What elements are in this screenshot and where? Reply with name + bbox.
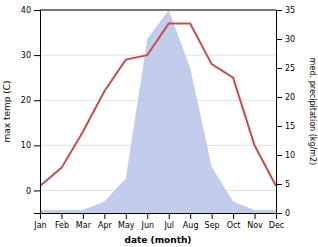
tick-mark <box>104 213 105 219</box>
tick-mark <box>169 213 170 219</box>
tick-label: 30 <box>21 51 31 60</box>
tick-mark <box>276 155 282 156</box>
tick-label: Apr <box>98 221 113 230</box>
tick-label: 20 <box>285 93 295 102</box>
tick-label: Nov <box>247 221 263 230</box>
tick: 0 <box>276 209 290 218</box>
tick-mark <box>276 213 282 214</box>
tick-mark <box>276 10 282 11</box>
tick-label: Dec <box>269 221 284 230</box>
tick: Sep <box>205 213 220 230</box>
tick-mark <box>276 68 282 69</box>
tick-label: 10 <box>21 141 31 150</box>
tick: 0 <box>26 187 40 196</box>
tick-label: 35 <box>285 6 295 15</box>
tick: 20 <box>21 96 40 105</box>
tick-mark <box>276 39 282 40</box>
tick-mark <box>233 213 234 219</box>
tick: Mar <box>76 213 92 230</box>
tick-mark <box>34 100 40 101</box>
tick-mark <box>276 97 282 98</box>
tick: 10 <box>276 151 295 160</box>
tick-mark <box>276 184 282 185</box>
tick: Feb <box>55 213 69 230</box>
x-axis: Jan Feb Mar Apr May Jun Jul Aug Sep Oct Nov Dec <box>33 213 284 230</box>
tick-label: 10 <box>285 151 295 160</box>
tick-label: 15 <box>285 122 295 131</box>
tick: Jul <box>163 213 174 230</box>
tick-mark <box>34 190 40 191</box>
tick: 15 <box>276 122 295 131</box>
grid-line <box>40 10 276 11</box>
tick-label: Jan <box>33 221 46 230</box>
axis-line <box>34 11 41 214</box>
tick: May <box>118 213 135 230</box>
line <box>40 24 276 186</box>
tick-label: Mar <box>76 221 92 230</box>
tick-mark <box>276 126 282 127</box>
tick-label: 40 <box>21 6 31 15</box>
tick-mark <box>255 213 256 219</box>
tick-mark <box>83 213 84 219</box>
tick-label: Sep <box>205 221 220 230</box>
tick-mark <box>34 55 40 56</box>
chart: JanFebMarAprMayJunJulAugSepOctNovDec0102… <box>0 0 318 247</box>
tick-label: 0 <box>26 187 31 196</box>
axis-line <box>277 11 283 214</box>
tick: 10 <box>21 141 40 150</box>
plot: JanFebMarAprMayJunJulAugSepOctNovDec0102… <box>21 6 295 230</box>
area <box>40 10 276 213</box>
tick: 30 <box>276 35 295 44</box>
tick: Jun <box>141 213 155 230</box>
tick-mark <box>34 145 40 146</box>
tick: Dec <box>269 213 284 230</box>
tick-mark <box>212 213 213 219</box>
frame <box>40 10 276 11</box>
tick-mark <box>126 213 127 219</box>
marks <box>40 10 276 213</box>
tick: Oct <box>227 213 241 230</box>
tick: Aug <box>183 213 199 230</box>
tick-mark <box>147 213 148 219</box>
tick-mark <box>190 213 191 219</box>
x-axis-title: date (month) <box>125 235 192 245</box>
tick-label: 5 <box>285 180 290 189</box>
tick-label: Jul <box>163 221 174 230</box>
tick-label: Aug <box>183 221 199 230</box>
tick: 30 <box>21 51 40 60</box>
tick-label: 30 <box>285 35 295 44</box>
tick-label: 0 <box>285 209 290 218</box>
y-axis-title: max temp (C) <box>2 80 12 142</box>
tick-label: Jun <box>141 221 155 230</box>
tick-label: Oct <box>227 221 241 230</box>
tick: 5 <box>276 180 290 189</box>
tick-label: Feb <box>55 221 69 230</box>
tick-label: 25 <box>285 64 295 73</box>
tick-label: 20 <box>21 96 31 105</box>
tick: Nov <box>247 213 263 230</box>
y2-axis-title: med. precipitation (kg/m2) <box>308 58 317 165</box>
axis-line <box>41 214 277 220</box>
tick: Apr <box>98 213 113 230</box>
tick: 40 <box>21 6 40 15</box>
tick-mark <box>34 10 40 11</box>
y2-axis: 0 5 10 15 20 25 30 35 <box>276 6 295 218</box>
tick: 35 <box>276 6 295 15</box>
tick: 25 <box>276 64 295 73</box>
y-axis: 0 10 20 30 40 <box>21 6 41 213</box>
tick-label: May <box>118 221 135 230</box>
tick-mark <box>61 213 62 219</box>
tick: 20 <box>276 93 295 102</box>
tick: Jan <box>33 213 46 230</box>
